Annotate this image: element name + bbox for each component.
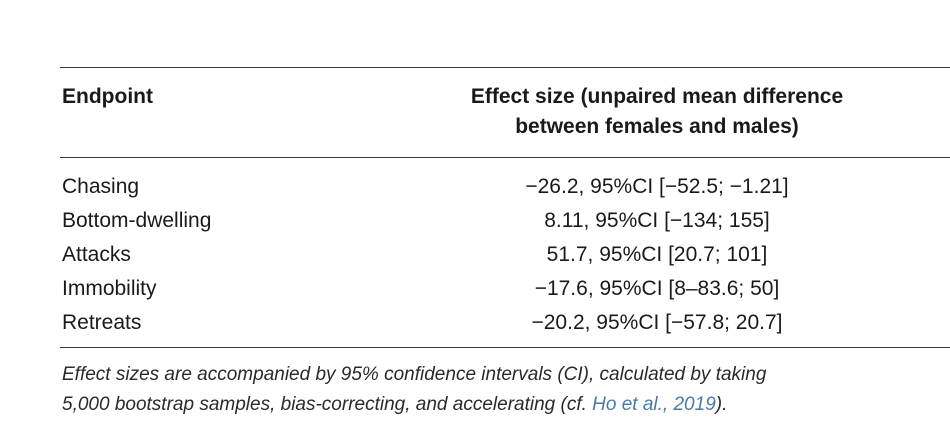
footnote-line-1: Effect sizes are accompanied by 95% conf… [62, 364, 767, 385]
footnote-line-2-text: 5,000 bootstrap samples, bias-correcting… [62, 394, 593, 415]
table-header-rule [60, 157, 950, 158]
endpoint-cell: Attacks [62, 243, 131, 266]
effect-size-cell: 51.7, 95%CI [20.7; 101] [546, 243, 768, 266]
table-top-rule [60, 67, 950, 68]
effect-size-cell: 8.11, 95%CI [−134; 155] [544, 209, 770, 232]
table-row: Retreats −20.2, 95%CI [−57.8; 20.7] [0, 306, 950, 340]
column-header-effect-size-line2: between females and males) [515, 115, 799, 138]
column-header-effect-size-line1: Effect size (unpaired mean difference [470, 85, 844, 108]
table-row: Attacks 51.7, 95%CI [20.7; 101] [0, 238, 950, 272]
table-footnote: Effect sizes are accompanied by 95% conf… [62, 360, 950, 420]
endpoint-cell: Retreats [62, 311, 142, 334]
table-row: Immobility −17.6, 95%CI [8–83.6; 50] [0, 272, 950, 306]
endpoint-cell: Immobility [62, 277, 157, 300]
endpoint-cell: Bottom-dwelling [62, 209, 212, 232]
table-row: Bottom-dwelling 8.11, 95%CI [−134; 155] [0, 204, 950, 238]
effect-size-cell: −20.2, 95%CI [−57.8; 20.7] [531, 311, 783, 334]
column-header-endpoint: Endpoint [62, 82, 153, 112]
column-header-effect-size: Effect size (unpaired mean difference be… [412, 82, 902, 142]
effect-size-cell: −17.6, 95%CI [8–83.6; 50] [534, 277, 780, 300]
citation-link[interactable]: Ho et al., 2019 [592, 394, 716, 415]
column-header-endpoint-label: Endpoint [62, 85, 153, 108]
table-bottom-rule [60, 347, 950, 348]
table-body: Chasing −26.2, 95%CI [−52.5; −1.21] Bott… [0, 170, 950, 340]
footnote-line-2: 5,000 bootstrap samples, bias-correcting… [62, 390, 950, 420]
effect-size-cell: −26.2, 95%CI [−52.5; −1.21] [525, 175, 789, 198]
endpoint-cell: Chasing [62, 175, 140, 198]
table-row: Chasing −26.2, 95%CI [−52.5; −1.21] [0, 170, 950, 204]
footnote-line-2-end: ). [715, 394, 728, 415]
